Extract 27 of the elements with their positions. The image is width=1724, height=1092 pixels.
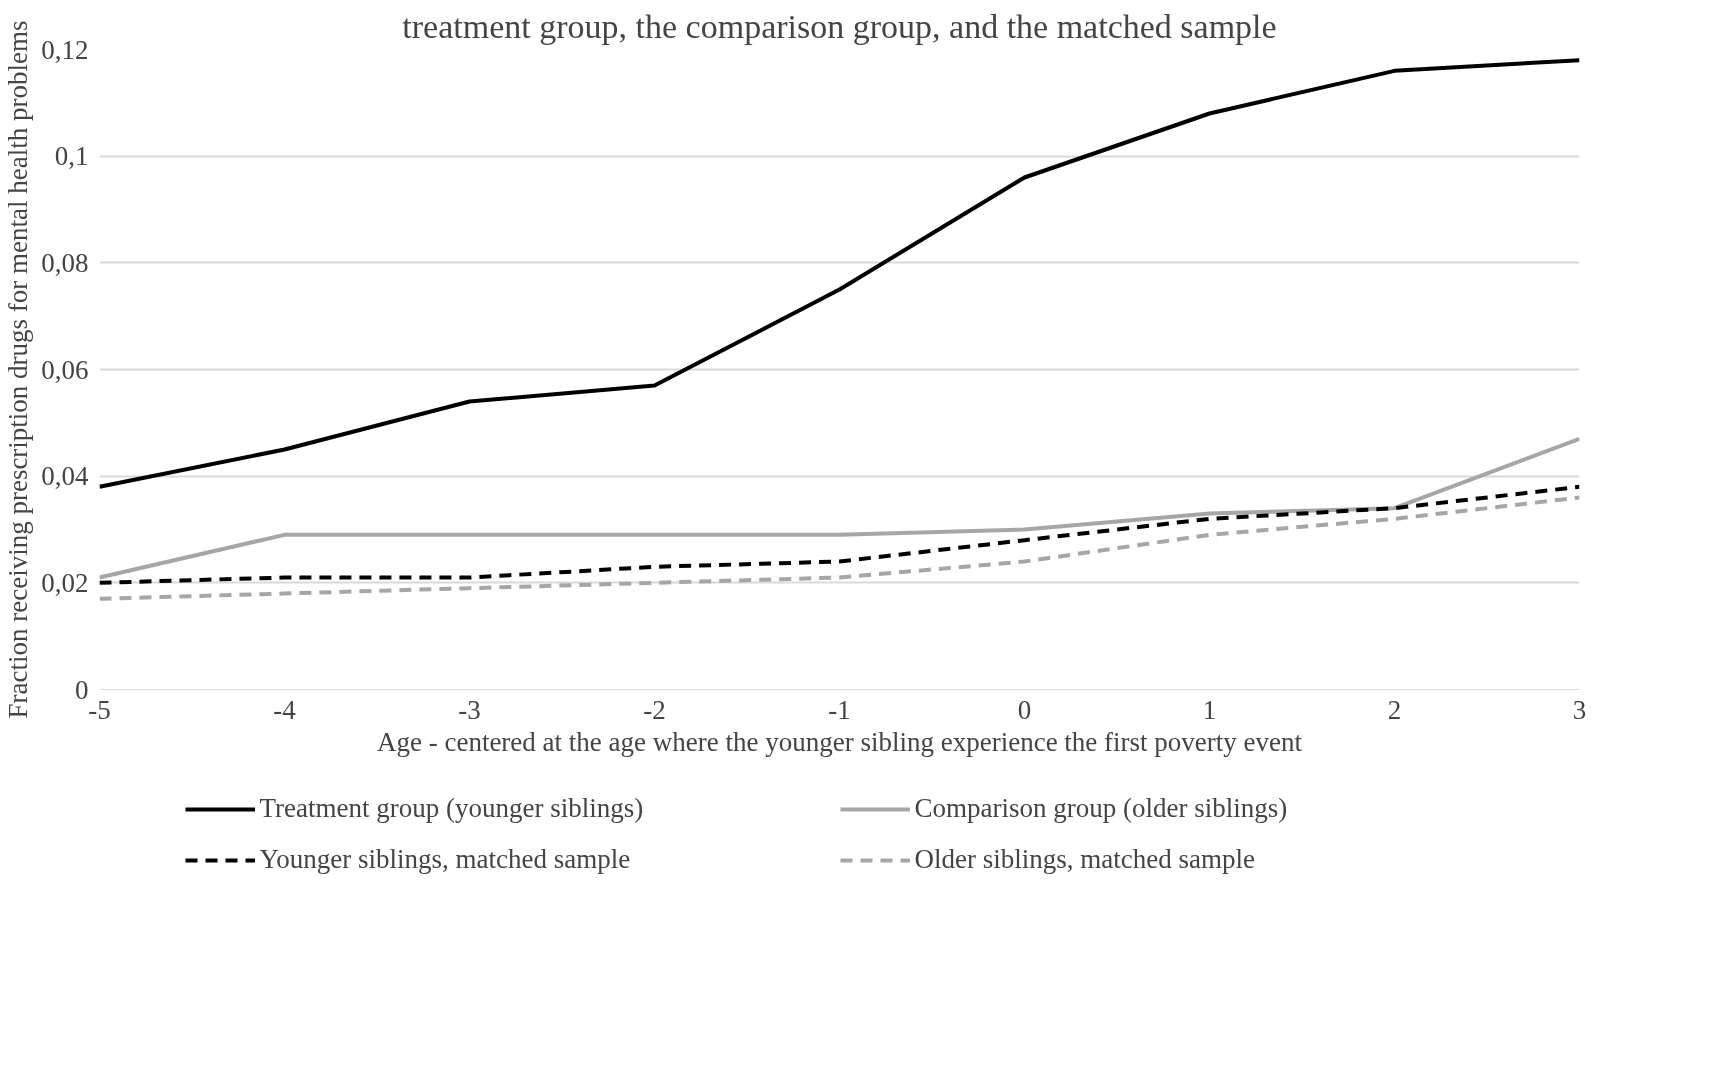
chart-title: treatment group, the comparison group, and the matched sample <box>402 7 1277 45</box>
line-series <box>99 436 1580 580</box>
legend-label: Older siblings, matched sample <box>914 844 1256 875</box>
y-tick-label: 0,04 <box>41 461 89 492</box>
legend-label: Younger siblings, matched sample <box>259 844 632 875</box>
x-tick-label: 2 <box>1387 694 1402 725</box>
x-axis-title: Age - centered at the age where the younger sibling experience the first poverty event <box>376 726 1303 757</box>
y-tick-label: 0,06 <box>41 354 89 385</box>
x-tick-label: 3 <box>1572 694 1587 725</box>
line-series <box>99 495 1580 601</box>
y-tick-label: 0 <box>75 674 89 705</box>
x-tick-label: -3 <box>458 694 481 725</box>
y-tick-label: 0,02 <box>41 567 89 598</box>
y-tick-label: 0,08 <box>41 247 89 278</box>
x-tick-label: -1 <box>828 694 851 725</box>
x-tick-label: 0 <box>1017 694 1032 725</box>
x-tick-label: -2 <box>643 694 666 725</box>
legend-label: Treatment group (younger siblings) <box>259 793 645 824</box>
y-tick-label: 0,12 <box>41 34 89 65</box>
y-tick-label: 0,1 <box>54 141 89 172</box>
line-series <box>99 58 1580 489</box>
x-tick-label: -4 <box>273 694 297 725</box>
legend-label: Comparison group (older siblings) <box>914 793 1289 824</box>
line-series <box>99 484 1580 585</box>
x-tick-label: 1 <box>1202 694 1217 725</box>
y-axis-title: Fraction receiving prescription drugs for mental health problems <box>3 20 34 719</box>
x-tick-label: -5 <box>88 694 111 725</box>
